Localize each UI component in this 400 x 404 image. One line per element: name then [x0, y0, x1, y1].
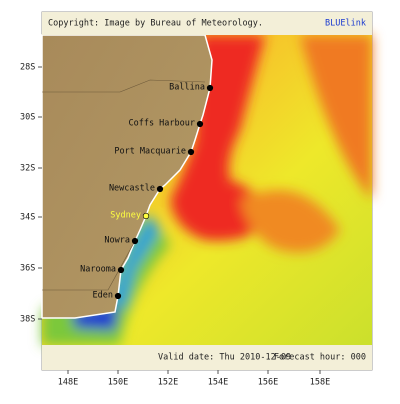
coastal-cold-water: [110, 215, 160, 310]
place-label: Ballina: [169, 83, 205, 93]
east-australian-current: [170, 35, 270, 241]
state-border: [42, 240, 136, 291]
brand[interactable]: BLUElink: [325, 19, 366, 29]
copyright: Copyright: Image by Bureau of Meteorolog…: [48, 19, 263, 29]
place-label: Eden: [93, 291, 113, 301]
header-bar: [42, 12, 372, 35]
place-label: Sydney: [110, 211, 141, 221]
valid-date: Valid date: Thu 2010-12-09: [158, 353, 291, 363]
state-border: [42, 79, 206, 93]
lon-label: 156E: [258, 378, 278, 388]
lat-label: 36S: [20, 264, 35, 274]
land: [41, 34, 213, 319]
lon-label: 158E: [310, 378, 330, 388]
place-label: Port Macquarie: [114, 147, 186, 157]
place-label: Coffs Harbour: [128, 119, 195, 129]
place-marker: [117, 266, 125, 274]
lon-label: 148E: [58, 378, 78, 388]
place-label: Nowra: [104, 236, 130, 246]
lon-label: 154E: [208, 378, 228, 388]
lat-label: 28S: [20, 63, 35, 73]
warm-water: [300, 35, 372, 200]
lon-label: 152E: [158, 378, 178, 388]
forecast-hour: Forecast hour: 000: [274, 353, 366, 363]
place-marker: [196, 120, 204, 128]
place-marker: [156, 185, 164, 193]
place-label: Newcastle: [109, 184, 155, 194]
lat-label: 32S: [20, 164, 35, 174]
lon-label: 150E: [108, 378, 128, 388]
lat-label: 30S: [20, 113, 35, 123]
place-marker: [187, 148, 195, 156]
place-label: Narooma: [80, 265, 116, 275]
place-marker: [206, 84, 214, 92]
place-marker: [142, 212, 150, 220]
place-marker: [131, 237, 139, 245]
lat-label: 34S: [20, 213, 35, 223]
place-marker: [114, 292, 122, 300]
footer-bar: [42, 345, 372, 370]
eddy: [240, 190, 340, 253]
lat-label: 38S: [20, 315, 35, 325]
